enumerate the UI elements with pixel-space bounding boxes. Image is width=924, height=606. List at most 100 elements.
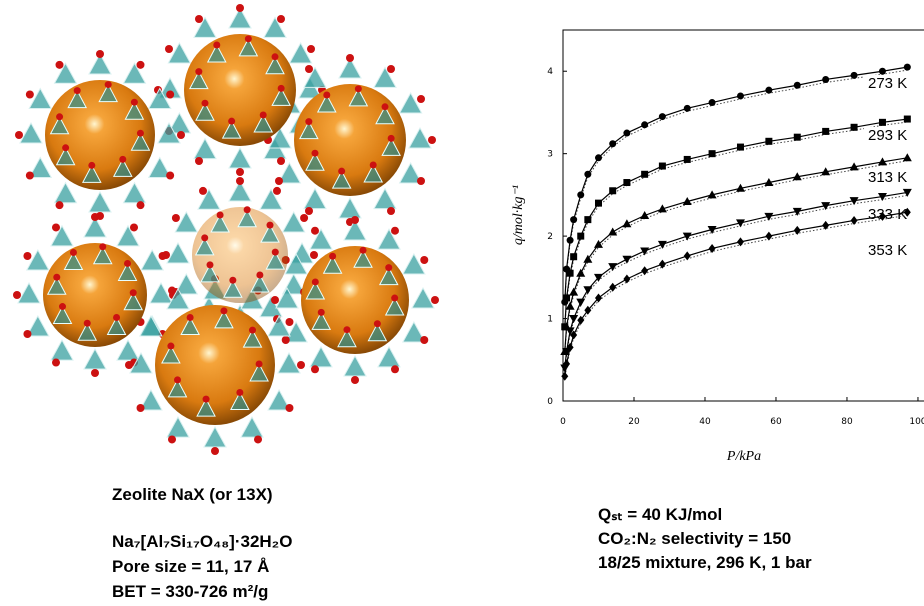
y-tick-label: 2	[547, 232, 553, 242]
y-tick-label: 3	[547, 150, 553, 160]
tetrahedron	[290, 43, 312, 63]
oxygen-atom	[271, 296, 279, 304]
oxygen-atom	[201, 100, 208, 107]
oxygen-atom	[312, 278, 319, 285]
tetrahedron	[168, 43, 190, 63]
oxygen-atom	[131, 99, 138, 106]
data-point	[709, 99, 716, 106]
data-point	[577, 233, 584, 240]
oxygen-atom	[285, 404, 293, 412]
oxygen-atom	[195, 157, 203, 165]
tetrahedron	[55, 183, 77, 203]
data-point	[879, 68, 886, 75]
oxygen-atom	[217, 211, 224, 218]
oxygen-atom	[244, 206, 251, 213]
oxygen-atom	[125, 361, 133, 369]
oxygen-atom	[260, 112, 267, 119]
oxygen-atom	[220, 307, 227, 314]
series-label: 313 K	[868, 169, 907, 186]
x-tick-label: 100	[909, 417, 924, 427]
oxygen-atom	[256, 272, 263, 279]
oxygen-atom	[305, 118, 312, 125]
oxygen-atom	[343, 326, 350, 333]
data-point	[684, 105, 691, 112]
data-point	[577, 191, 584, 198]
oxygen-atom	[391, 295, 398, 302]
data-point	[570, 253, 577, 260]
oxygen-atom	[351, 216, 359, 224]
oxygen-atom	[168, 287, 176, 295]
oxygen-atom	[56, 201, 64, 209]
oxygen-atom	[195, 68, 202, 75]
oxygen-atom	[420, 256, 428, 264]
oxygen-atom	[84, 320, 91, 327]
oxygen-atom	[159, 252, 167, 260]
y-tick-label: 0	[547, 397, 553, 407]
series-label: 293 K	[868, 127, 907, 144]
oxygen-atom	[385, 264, 392, 271]
tetrahedron	[374, 189, 396, 209]
oxygen-atom	[91, 213, 99, 221]
oxygen-atom	[201, 234, 208, 241]
oxygen-atom	[305, 65, 313, 73]
oxygen-atom	[351, 376, 359, 384]
tetrahedron	[141, 250, 163, 270]
data-point	[570, 216, 577, 223]
data-point	[623, 179, 630, 186]
oxygen-atom	[203, 396, 210, 403]
tetrahedron	[304, 189, 326, 209]
tetrahedron	[140, 316, 162, 336]
data-point	[737, 92, 744, 99]
oxygen-atom	[382, 103, 389, 110]
oxygen-atom	[254, 435, 262, 443]
oxygen-atom	[417, 177, 425, 185]
tetrahedron	[409, 128, 431, 148]
caption-title: Zeolite NaX (or 13X)	[112, 485, 273, 504]
oxygen-atom	[88, 162, 95, 169]
oxygen-atom	[172, 214, 180, 222]
oxygen-atom	[113, 314, 120, 321]
oxygen-atom	[70, 249, 77, 256]
oxygen-atom	[318, 309, 325, 316]
oxygen-atom	[177, 131, 185, 139]
data-point	[851, 72, 858, 79]
oxygen-atom	[23, 330, 31, 338]
x-axis-label: P/kPa	[726, 449, 761, 464]
data-point	[737, 144, 744, 151]
caption-pore: Pore size = 11, 17 Å	[112, 557, 269, 576]
tetrahedron	[18, 283, 40, 303]
oxygen-atom	[229, 277, 236, 284]
oxygen-atom	[13, 291, 21, 299]
tetrahedron	[29, 89, 51, 109]
oxygen-atom	[53, 274, 60, 281]
slide: 01234020406080100P/kPaq/mol·kg⁻¹273 K293…	[0, 0, 924, 606]
oxygen-atom	[228, 118, 235, 125]
oxygen-atom	[199, 187, 207, 195]
data-point	[659, 163, 666, 170]
oxygen-atom	[277, 15, 285, 23]
oxygen-atom	[355, 85, 362, 92]
oxygen-atom	[267, 222, 274, 229]
data-point	[584, 216, 591, 223]
oxygen-atom	[62, 144, 69, 151]
series-label: 333 K	[868, 206, 907, 223]
oxygen-atom	[165, 45, 173, 53]
tetrahedron	[400, 93, 422, 113]
caption-qst: Qₛₜ = 40 KJ/mol	[598, 505, 722, 524]
oxygen-atom	[187, 314, 194, 321]
oxygen-atom	[282, 336, 290, 344]
y-tick-label: 4	[547, 67, 553, 77]
oxygen-atom	[213, 41, 220, 48]
oxygen-atom	[211, 447, 219, 455]
oxygen-atom	[388, 135, 395, 142]
oxygen-atom	[272, 249, 279, 256]
oxygen-atom	[74, 87, 81, 94]
oxygen-atom	[370, 162, 377, 169]
x-tick-label: 20	[628, 417, 640, 427]
x-tick-label: 40	[699, 417, 711, 427]
caption-bet: BET = 330-726 m²/g	[112, 582, 268, 601]
oxygen-atom	[428, 136, 436, 144]
data-point	[563, 294, 570, 301]
oxygen-atom	[277, 157, 285, 165]
data-point	[567, 270, 574, 277]
